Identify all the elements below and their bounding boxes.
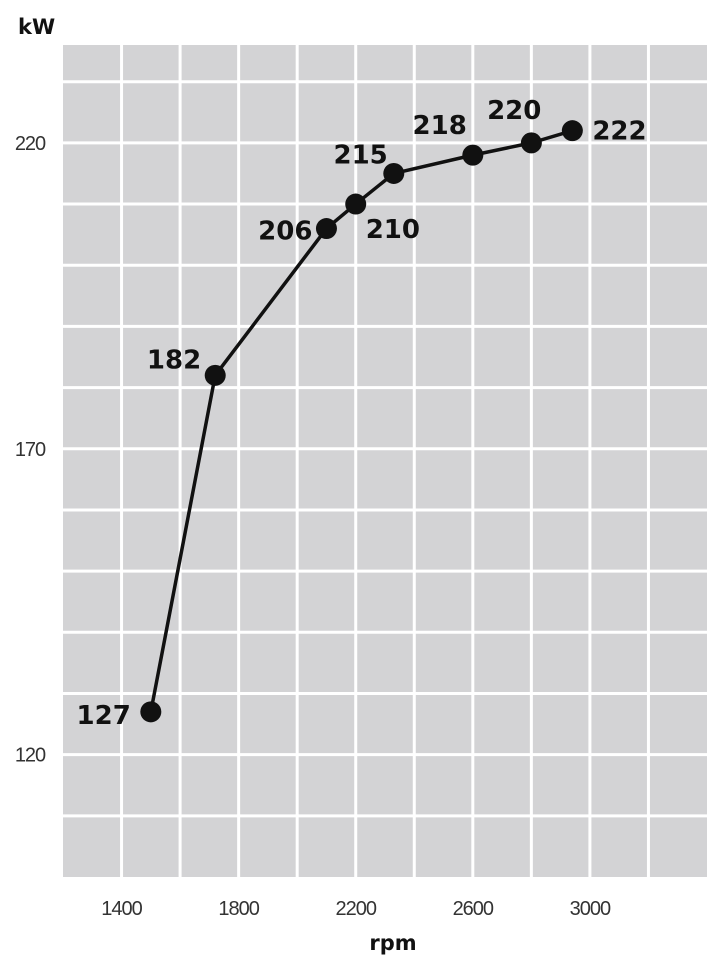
data-label: 222 (592, 117, 646, 147)
data-point (315, 218, 337, 240)
data-label: 220 (487, 96, 541, 126)
x-tick-label: 2600 (453, 898, 494, 920)
data-label: 206 (258, 217, 312, 247)
data-point (383, 162, 405, 184)
y-tick-label: 120 (15, 745, 46, 767)
data-label: 127 (77, 701, 131, 731)
y-tick-label: 220 (15, 133, 46, 155)
x-tick-label: 1800 (218, 898, 259, 920)
grid-lines (63, 45, 707, 877)
data-label: 182 (147, 345, 201, 375)
data-points (140, 120, 583, 723)
data-labels: 127 182 206 210 215 218 220 222 (77, 96, 647, 731)
data-point (561, 120, 583, 142)
x-tick-label: 1400 (101, 898, 142, 920)
data-label: 218 (413, 111, 467, 141)
y-axis-title: kW (18, 15, 55, 39)
data-label: 215 (334, 140, 388, 170)
x-axis-title: rpm (369, 931, 416, 955)
plot-area (63, 45, 707, 877)
y-tick-label: 170 (15, 439, 46, 461)
x-tick-label: 3000 (570, 898, 611, 920)
data-point (462, 144, 484, 166)
data-point (345, 193, 367, 215)
data-point (520, 132, 542, 154)
data-label: 210 (366, 215, 420, 245)
y-axis-ticks: 120 170 220 (15, 133, 47, 767)
data-point (140, 701, 162, 723)
data-point (204, 364, 226, 386)
x-tick-label: 2200 (335, 898, 376, 920)
x-axis-ticks: 1400 1800 2200 2600 3000 (101, 898, 612, 920)
